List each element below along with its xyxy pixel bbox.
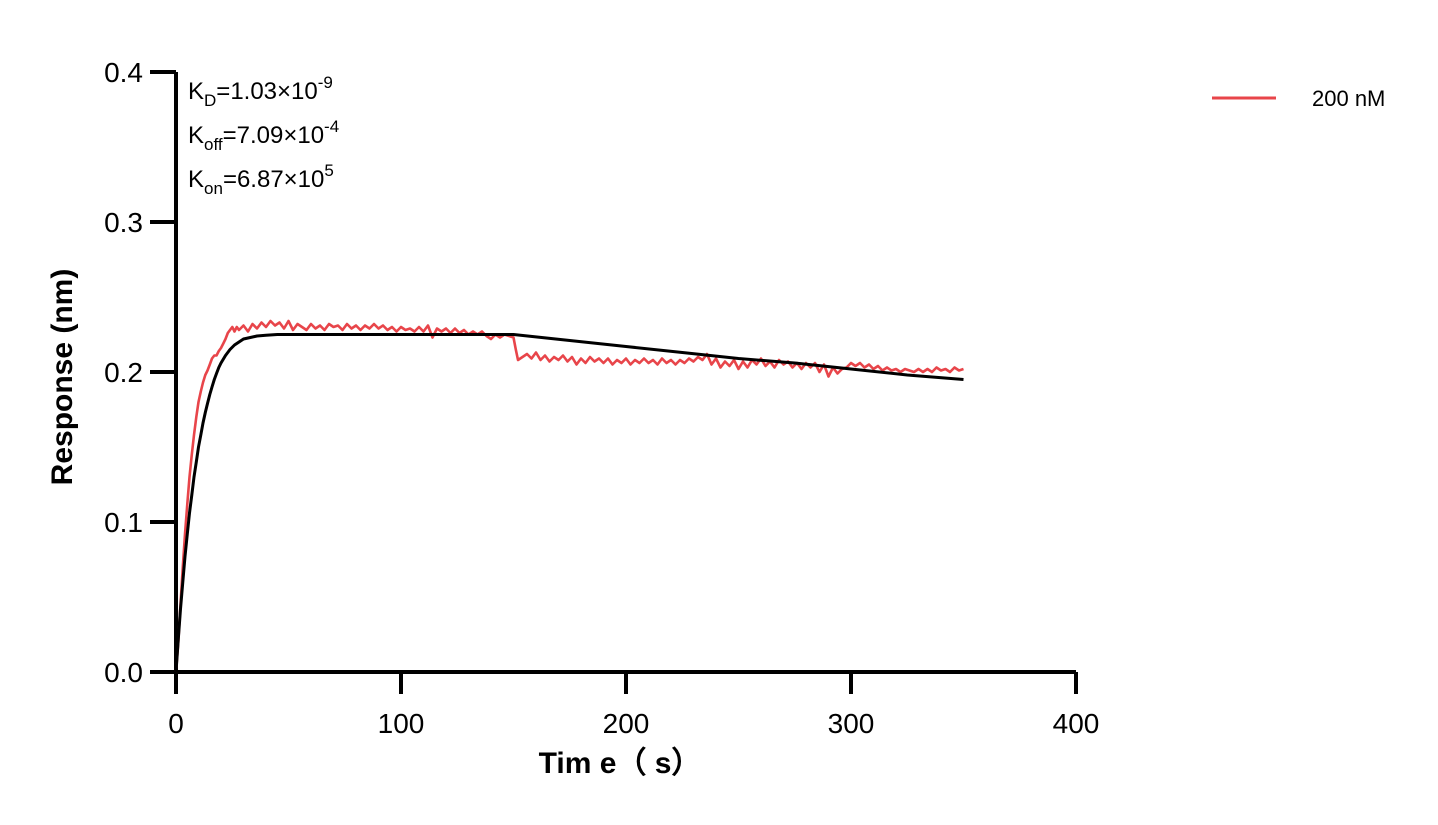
x-tick-label: 100 — [378, 708, 425, 739]
axes — [174, 72, 1076, 674]
y-tick-label: 0.4 — [104, 57, 143, 88]
annotation-koff: Koff=7.09×10-4 — [188, 117, 339, 154]
ticks: 0 100 200 300 400 0.0 0.1 0.2 0.3 0.4 — [104, 57, 1099, 739]
y-tick-label: 0.0 — [104, 657, 143, 688]
kinetics-annotations: KD=1.03×10-9 Koff=7.09×10-4 Kon=6.87×105 — [188, 73, 339, 198]
y-tick-label: 0.3 — [104, 207, 143, 238]
series-layer — [174, 319, 964, 673]
x-tick-label: 0 — [168, 708, 184, 739]
series-line-200 nM — [174, 319, 964, 673]
y-tick-label: 0.1 — [104, 507, 143, 538]
annotation-kD: KD=1.03×10-9 — [188, 73, 333, 110]
fit-curve-line — [174, 333, 964, 673]
y-tick-label: 0.2 — [104, 357, 143, 388]
x-axis-title: Tim e（ s） — [539, 746, 702, 780]
legend: 200 nM — [1212, 86, 1385, 111]
legend-label-200nm: 200 nM — [1312, 86, 1385, 111]
x-tick-label: 400 — [1053, 708, 1100, 739]
x-tick-label: 200 — [603, 708, 650, 739]
x-tick-label: 300 — [828, 708, 875, 739]
annotation-kon: Kon=6.87×105 — [188, 161, 334, 198]
y-axis-title: Response (nm) — [46, 269, 79, 486]
